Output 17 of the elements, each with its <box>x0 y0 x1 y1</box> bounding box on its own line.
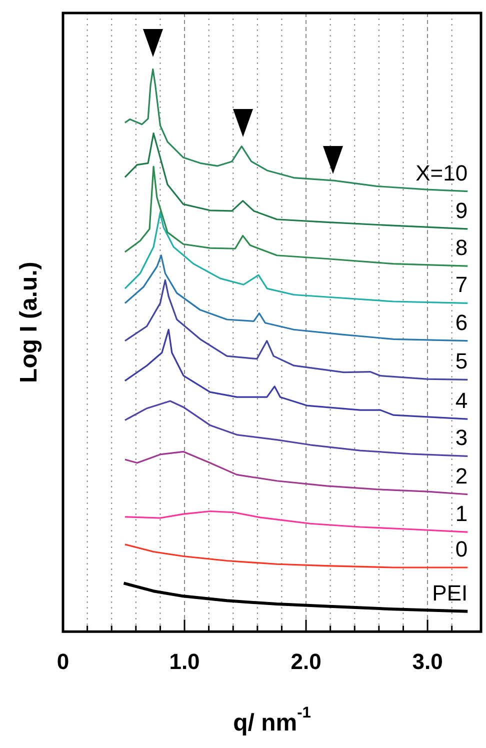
x-tick-label: 2.0 <box>290 648 322 674</box>
series-label: 8 <box>455 235 468 260</box>
series-label: 3 <box>455 425 468 450</box>
series-label: 2 <box>455 463 468 488</box>
y-axis-title: Log I (a.u.) <box>16 262 43 383</box>
x-tick-label: 1.0 <box>169 648 200 674</box>
series-label: PEI <box>432 580 468 606</box>
series-label: X=10 <box>416 160 468 186</box>
x-tick-label: 0 <box>56 648 70 674</box>
series-label: 7 <box>455 272 468 298</box>
series-label: 9 <box>455 198 468 224</box>
x-tick-label: 3.0 <box>412 648 443 674</box>
series-label: 1 <box>455 501 468 526</box>
series-label: 0 <box>455 536 468 562</box>
series-label: 5 <box>455 348 468 374</box>
series-label: 6 <box>455 310 468 335</box>
series-label: 4 <box>455 388 468 414</box>
